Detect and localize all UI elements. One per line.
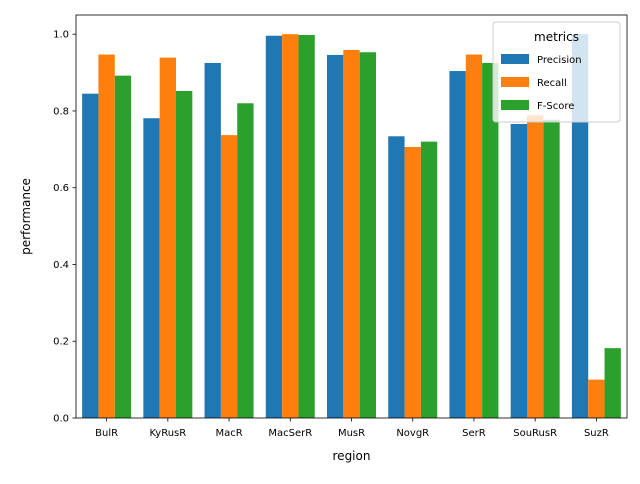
legend-label: Precision <box>537 55 582 66</box>
bar-precision-novgr <box>388 136 405 418</box>
legend-box <box>492 21 621 123</box>
y-tick-label: 0.2 <box>53 337 69 348</box>
bar-f-score-macr <box>237 103 254 419</box>
bar-f-score-sourusr <box>543 119 560 418</box>
x-tick-label: KyRusR <box>149 428 186 439</box>
x-tick-label: MacR <box>215 428 242 439</box>
bar-precision-sourusr <box>510 124 528 419</box>
bar-f-score-suzr <box>604 348 621 418</box>
bar-precision-bulr <box>82 93 99 418</box>
y-tick-label: 0.0 <box>53 414 69 425</box>
legend-label: Recall <box>537 78 567 89</box>
bar-recall-macr <box>220 135 238 418</box>
x-axis-label: region <box>333 449 371 463</box>
y-tick-label: 0.4 <box>53 260 69 271</box>
x-tick-label: NovgR <box>396 428 429 439</box>
legend-title: metrics <box>534 30 579 44</box>
bar-recall-kyrusr <box>159 57 176 419</box>
bar-f-score-bulr <box>114 75 132 418</box>
bar-precision-musr <box>327 54 344 418</box>
bar-f-score-novgr <box>420 141 438 418</box>
bar-precision-macr <box>204 62 221 418</box>
bar-recall-suzr <box>588 379 605 418</box>
axes-layer: 0.0 0.2 0.4 0.6 0.8 1.0 BulR KyRusR MacR MacSerR M… <box>53 14 628 439</box>
bar-f-score-musr <box>359 52 376 418</box>
legend: metrics Precision Recall F-Score <box>492 21 621 123</box>
bar-f-score-kyrusr <box>175 90 193 418</box>
x-tick-label: SuzR <box>584 428 609 439</box>
bar-precision-suzr <box>571 34 589 418</box>
bar-recall-novgr <box>404 147 421 419</box>
legend-swatch <box>501 54 529 64</box>
legend-swatch <box>501 77 529 87</box>
y-tick-label: 0.6 <box>53 183 69 194</box>
bar-precision-macserr <box>265 35 283 419</box>
y-tick-label: 1.0 <box>53 30 69 41</box>
bar-recall-macserr <box>282 34 299 418</box>
bar-recall-musr <box>343 49 360 418</box>
bar-f-score-serr <box>482 62 499 418</box>
x-tick-label: MusR <box>338 428 365 439</box>
x-tick-label: SerR <box>462 428 486 439</box>
bar-recall-sourusr <box>527 115 544 418</box>
bars-layer <box>82 34 621 419</box>
legend-swatch <box>501 100 529 110</box>
bar-recall-serr <box>465 54 483 418</box>
y-tick-label: 0.8 <box>53 106 69 117</box>
bar-f-score-macserr <box>298 34 315 418</box>
bar-recall-bulr <box>98 54 115 418</box>
legend-label: F-Score <box>537 101 574 112</box>
x-tick-label: MacSerR <box>268 428 312 439</box>
bar-precision-kyrusr <box>143 118 160 419</box>
y-axis-label: performance <box>19 178 33 255</box>
x-tick-label: BulR <box>95 428 118 439</box>
bar-precision-serr <box>449 71 466 418</box>
legend-items: Precision Recall F-Score <box>501 54 582 112</box>
x-tick-label: SouRusR <box>513 428 557 439</box>
